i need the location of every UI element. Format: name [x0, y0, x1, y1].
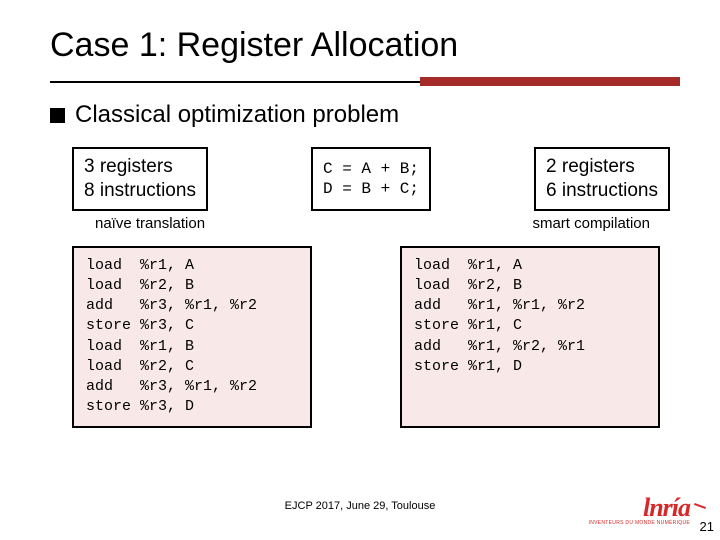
box-source-code: C = A + B; D = B + C; [311, 147, 431, 211]
square-bullet-icon [50, 108, 65, 123]
code-naive: load %r1, A load %r2, B add %r3, %r1, %r… [72, 246, 312, 428]
sublabel-smart: smart compilation [532, 215, 650, 232]
footer-text: EJCP 2017, June 29, Toulouse [285, 500, 436, 512]
summary-boxes: 3 registers 8 instructions C = A + B; D … [72, 147, 670, 211]
bullet-row: Classical optimization problem [50, 101, 680, 129]
box-smart-summary: 2 registers 6 instructions [534, 147, 670, 211]
divider-red [420, 77, 680, 86]
sublabel-naive: naïve translation [95, 215, 205, 232]
logo-main: lnría [643, 493, 690, 523]
page-number: 21 [700, 519, 714, 534]
sublabels-row: naïve translation smart compilation [95, 215, 650, 232]
divider [50, 77, 680, 87]
slide-title: Case 1: Register Allocation [50, 26, 680, 65]
code-columns: load %r1, A load %r2, B add %r3, %r1, %r… [72, 246, 660, 428]
code-smart: load %r1, A load %r2, B add %r1, %r1, %r… [400, 246, 660, 428]
logo: lnría INVENTEURS DU MONDE NUMÉRIQUE [589, 493, 690, 526]
box-naive-summary: 3 registers 8 instructions [72, 147, 208, 211]
bullet-text: Classical optimization problem [75, 101, 399, 129]
